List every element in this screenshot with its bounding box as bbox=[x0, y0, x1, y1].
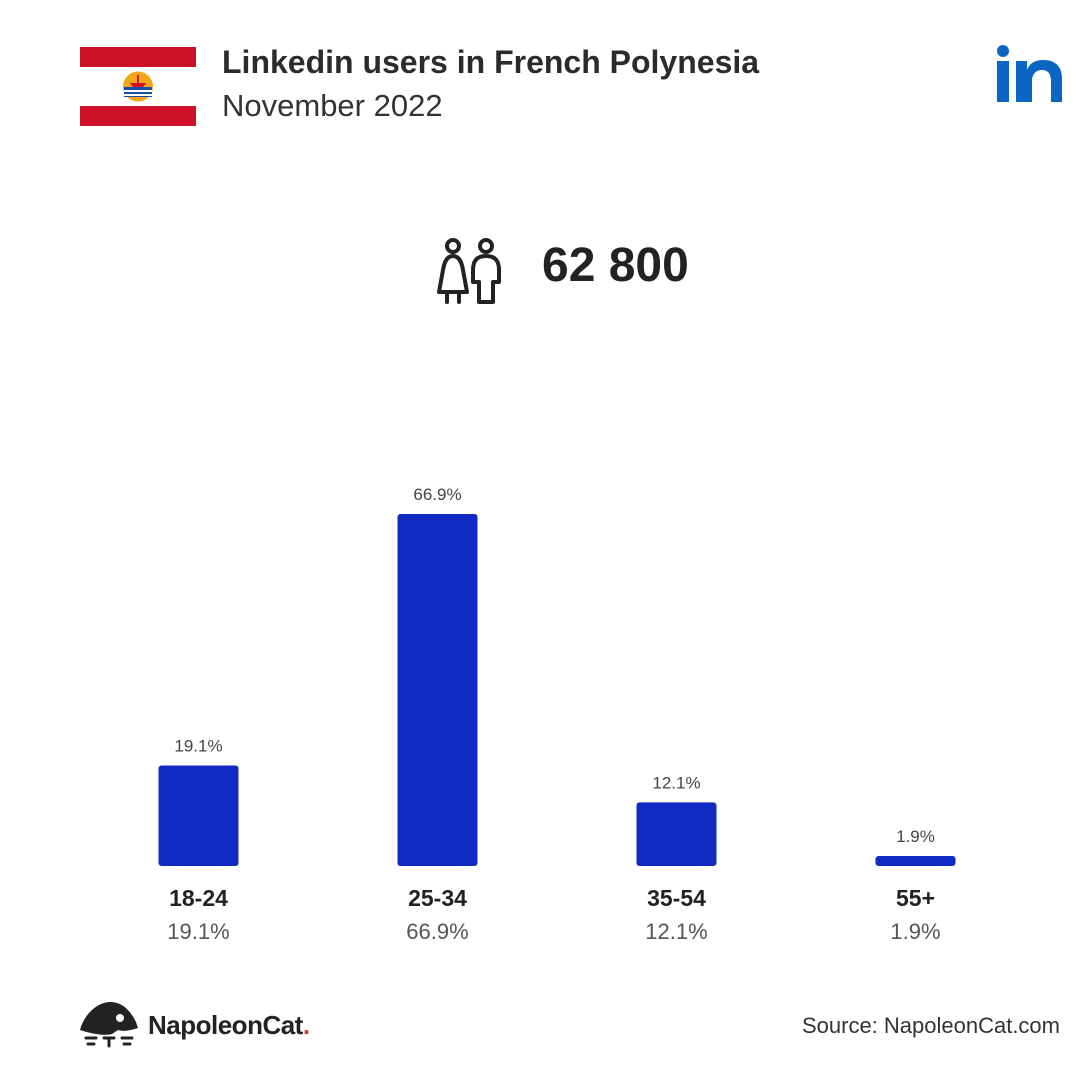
category-label: 25-34 bbox=[408, 885, 467, 911]
bar-35-54 bbox=[636, 802, 717, 866]
category-label: 55+ bbox=[896, 885, 935, 911]
bar-55+ bbox=[875, 856, 956, 866]
brand-name: NapoleonCat. bbox=[148, 1010, 310, 1040]
napoleoncat-logo-icon bbox=[80, 1002, 138, 1048]
bar-25-34 bbox=[397, 514, 478, 866]
bar-18-24 bbox=[158, 765, 239, 866]
data-label: 1.9% bbox=[896, 827, 935, 846]
source-text: Source: NapoleonCat.com bbox=[801, 1013, 1060, 1038]
chart-subtitle: November 2022 bbox=[222, 88, 443, 123]
data-label: 19.1% bbox=[174, 737, 222, 756]
category-value-label: 19.1% bbox=[167, 919, 229, 944]
category-value-label: 12.1% bbox=[645, 919, 707, 944]
french-polynesia-flag-icon bbox=[80, 47, 196, 126]
chart-title: Linkedin users in French Polynesia bbox=[222, 44, 760, 80]
category-label: 18-24 bbox=[169, 885, 228, 911]
data-label: 12.1% bbox=[652, 773, 700, 792]
total-users-value: 62 800 bbox=[542, 239, 689, 292]
category-value-label: 1.9% bbox=[890, 919, 940, 944]
category-label: 35-54 bbox=[647, 885, 706, 911]
users-icon bbox=[437, 238, 501, 304]
data-label: 66.9% bbox=[413, 485, 461, 504]
linkedin-logo-icon bbox=[997, 45, 1062, 102]
category-value-label: 66.9% bbox=[406, 919, 468, 944]
